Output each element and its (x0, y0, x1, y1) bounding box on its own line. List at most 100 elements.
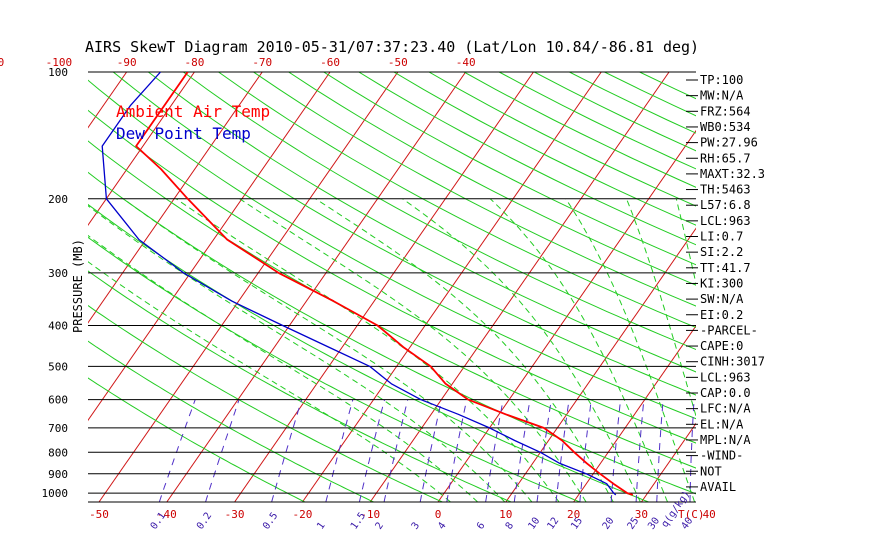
moist-adiabat-line (626, 198, 696, 418)
mixing-ratio-tick-label: 4 (436, 520, 448, 531)
dry-adiabat-line (183, 72, 696, 351)
mixing-ratio-tick-label: 1 (315, 520, 327, 531)
dry-adiabat-line (88, 304, 443, 502)
index-label: WB0:534 (700, 120, 751, 134)
bottom-temp-tick-label: -40 (157, 508, 177, 521)
bottom-temp-tick-label: 0 (435, 508, 442, 521)
top-temp-tick-label: -80 (185, 56, 205, 69)
index-label: FRZ:564 (700, 104, 751, 118)
pressure-tick-label: 900 (48, 468, 68, 481)
index-label: SW:N/A (700, 292, 744, 306)
mixing-ratio-line (656, 399, 664, 502)
index-label: PW:27.96 (700, 136, 758, 150)
bottom-temp-tick-label: -10 (360, 508, 380, 521)
index-label: LFC:N/A (700, 402, 751, 416)
isotherm-line (234, 72, 534, 502)
mixing-ratio-tick-label: 6 (475, 520, 487, 531)
isotherm-line (88, 72, 128, 129)
dry-adiabat-line (88, 377, 306, 502)
mixing-ratio-line (555, 399, 570, 502)
top-temp-tick-label: -70 (252, 56, 272, 69)
moist-adiabat-line (88, 205, 506, 502)
mixing-ratio-tick-label: 0.2 (195, 511, 214, 532)
index-label: TH:5463 (700, 183, 751, 197)
mixing-ratio-line (271, 399, 303, 502)
dry-adiabat-line (358, 72, 696, 246)
pressure-tick-label: 500 (48, 360, 68, 373)
pressure-tick-label: 1000 (42, 487, 69, 500)
index-label: NOT (700, 464, 722, 478)
index-label: RH:65.7 (700, 151, 751, 165)
mixing-ratio-lines (158, 399, 695, 502)
bottom-temp-tick-label: 30 (635, 508, 648, 521)
index-label: CINH:3017 (700, 355, 765, 369)
mixing-ratio-line (635, 399, 645, 502)
isotherm-line (573, 325, 696, 502)
mixing-ratio-tick-label: 3 (410, 520, 422, 531)
dry-adiabat-line (850, 72, 870, 502)
index-label: MW:N/A (700, 89, 744, 103)
dry-adiabat-line (112, 72, 696, 396)
pressure-tick-label: 800 (48, 446, 68, 459)
isotherm-line (88, 72, 195, 227)
mixing-ratio-line (579, 399, 592, 502)
pressure-tick-label: 200 (48, 193, 68, 206)
moist-adiabats (88, 198, 696, 502)
mixing-ratio-line (536, 399, 552, 502)
index-label: TT:41.7 (700, 261, 751, 275)
isotherm-line (98, 72, 399, 502)
index-label: L57:6.8 (700, 198, 751, 212)
top-temp-tick-label: -90 (117, 56, 137, 69)
index-label: EI:0.2 (700, 308, 743, 322)
top-temp-tick-label: -110 (0, 56, 4, 69)
mixing-ratio-tick-label: 20 (601, 516, 617, 532)
moist-adiabat-line (402, 198, 641, 502)
dry-adiabat-line (780, 72, 870, 502)
dry-adiabat-line (88, 171, 696, 495)
index-label: AVAIL (700, 480, 736, 494)
dry-adiabat-line (253, 72, 696, 307)
top-temp-tick-label: -40 (456, 56, 476, 69)
mixing-ratio-tick-label: 0.5 (261, 511, 280, 532)
index-label: KI:300 (700, 276, 743, 290)
x-axis-unit-label: T(C) (678, 508, 705, 521)
bottom-temp-tick-label: 10 (499, 508, 512, 521)
pressure-grid (88, 71, 696, 503)
sounding-series (101, 72, 634, 496)
dry-adiabats (88, 72, 870, 502)
dry-adiabat-line (88, 236, 581, 502)
pressure-tick-label: 100 (48, 66, 68, 79)
bottom-temp-tick-label: 40 (703, 508, 716, 521)
mixing-ratio-line (358, 399, 385, 502)
legend-ambient-temp: Ambient Air Temp (116, 102, 270, 121)
isotherm-line (88, 72, 331, 422)
mixing-ratio-line (383, 399, 409, 502)
top-temp-tick-label: -50 (388, 56, 408, 69)
moist-adiabat-line (239, 198, 587, 502)
dry-adiabat-line (88, 203, 649, 502)
bottom-temp-tick-label: -50 (89, 508, 109, 521)
top-temp-tick-label: -100 (46, 56, 73, 69)
isotherm-line (166, 72, 467, 502)
dry-adiabat-line (88, 109, 696, 444)
pressure-tick-label: 700 (48, 422, 68, 435)
dew-point-line (101, 72, 617, 496)
mixing-ratio-line (158, 399, 196, 502)
y-axis-label: PRESSURE (MB) (71, 239, 85, 333)
index-label: CAPE:0 (700, 339, 743, 353)
moist-adiabat-line (489, 198, 668, 502)
index-label: LCL:963 (700, 214, 751, 228)
mixing-ratio-tick-label: 2 (374, 520, 386, 531)
moist-adiabat-line (88, 261, 451, 502)
mixing-ratio-tick-label: 12 (545, 516, 561, 532)
index-label: LI:0.7 (700, 230, 743, 244)
pressure-tick-label: 600 (48, 394, 68, 407)
moist-adiabat-line (565, 198, 696, 502)
bottom-temp-tick-label: 20 (567, 508, 580, 521)
isotherm-line (437, 129, 696, 502)
isotherm-line (505, 227, 696, 502)
mixing-ratio-line (419, 399, 443, 502)
